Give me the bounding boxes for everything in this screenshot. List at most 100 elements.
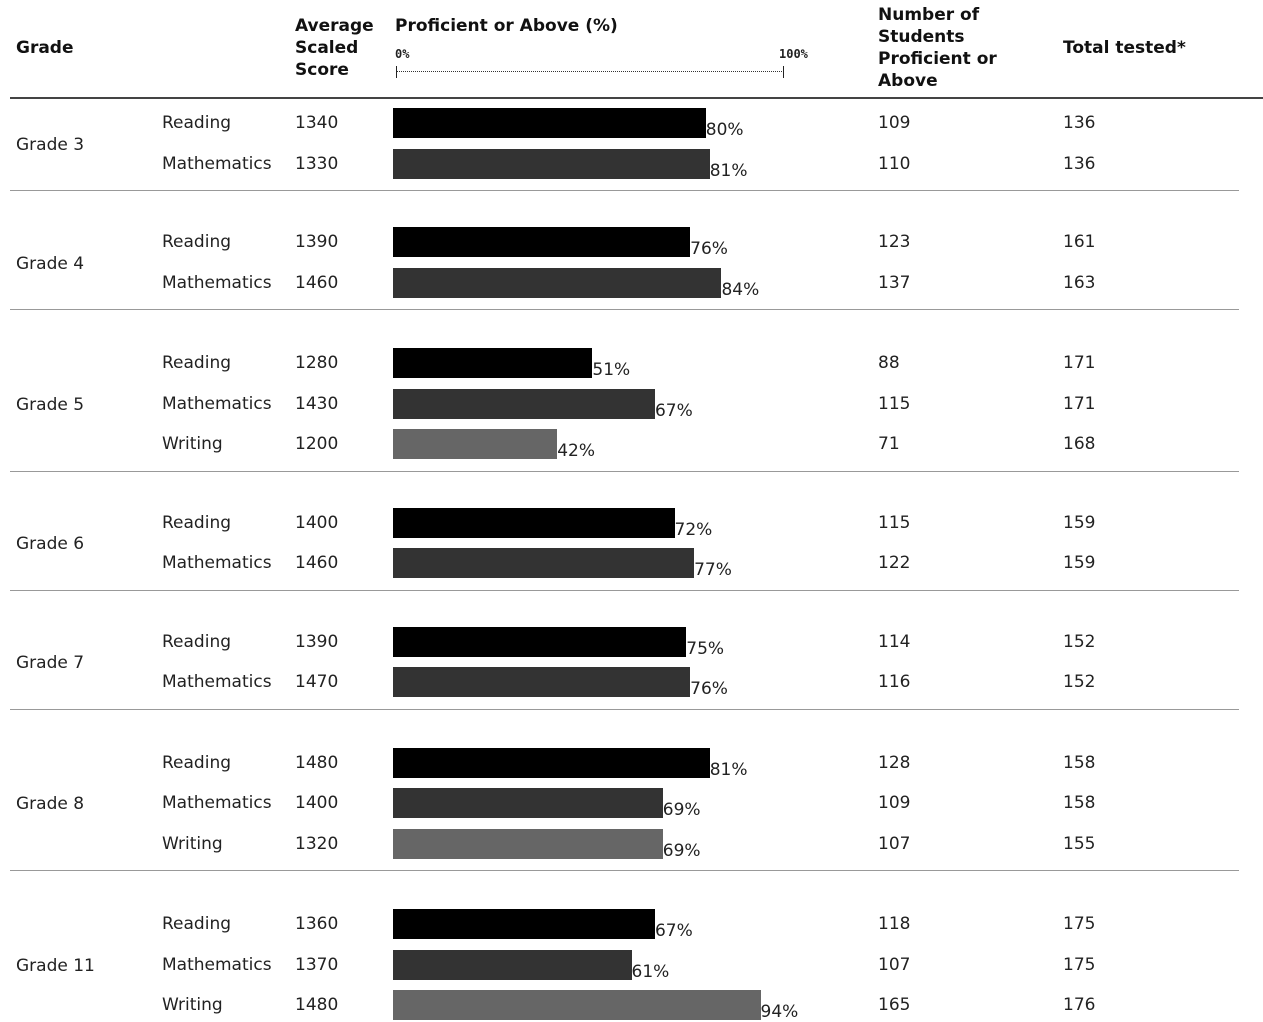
total-tested-cell: 159 [1063, 512, 1096, 533]
num-proficient-cell: 116 [878, 672, 911, 692]
subject-label: Writing [162, 995, 223, 1015]
proficient-pct-label: 94% [760, 1002, 799, 1022]
total-tested-cell: 136 [1063, 153, 1096, 174]
num-proficient-cell: 115 [878, 393, 911, 414]
subject-label: Reading [162, 631, 232, 652]
group-separator [10, 589, 1239, 591]
proficient-pct-label: 75% [686, 638, 725, 659]
grade-label: Grade 7 [16, 653, 85, 673]
num-proficient-cell: 165 [878, 995, 911, 1015]
avg-score-column-header: Average Scaled Score [295, 16, 374, 80]
group-separator [10, 708, 1239, 710]
proficient-bar [393, 626, 687, 657]
grade-label: Grade 11 [16, 955, 95, 976]
num-proficient-cell: 88 [878, 353, 900, 373]
proficient-bar [393, 348, 593, 378]
avg-score-cell: 1390 [295, 631, 339, 652]
scale-tick-max [783, 66, 784, 78]
group-separator [10, 309, 1239, 310]
proficient-pct-label: 61% [631, 961, 670, 982]
avg-score-cell: 1280 [295, 353, 339, 373]
grade-label: Grade 6 [16, 534, 85, 554]
subject-label: Reading [162, 914, 232, 934]
proficient-bar [393, 667, 691, 697]
subject-label: Reading [162, 232, 232, 252]
subject-label: Mathematics [162, 793, 272, 813]
proficient-bar [393, 388, 655, 419]
subject-label: Writing [162, 833, 223, 854]
proficient-pct-label: 51% [592, 360, 631, 380]
num-proficient-cell: 114 [878, 631, 911, 652]
proficient-bar [393, 429, 558, 459]
scale-min-label: 0% [395, 47, 410, 61]
proficient-pct-label: 69% [662, 800, 701, 820]
proficient-bar [393, 507, 675, 538]
scale-tick-min [396, 66, 397, 78]
proficient-pct-label: 77% [694, 560, 732, 580]
total-tested-cell: 176 [1063, 995, 1096, 1015]
proficient-pct-label: 81% [709, 160, 748, 181]
avg-score-cell: 1400 [295, 512, 339, 533]
proficient-bar [393, 148, 710, 179]
subject-label: Writing [162, 434, 223, 454]
subject-label: Mathematics [162, 393, 272, 414]
proficient-pct-label: 69% [662, 840, 701, 861]
proficient-pct-label: 72% [674, 519, 713, 540]
num-proficient-cell: 109 [878, 113, 911, 133]
subject-label: Reading [162, 512, 232, 533]
proficient-pct-label: 67% [654, 400, 693, 421]
total-tested-cell: 159 [1063, 553, 1096, 573]
grade-label: Grade 3 [16, 134, 85, 155]
avg-score-cell: 1340 [295, 113, 339, 133]
total-tested-cell: 168 [1063, 434, 1096, 454]
avg-score-cell: 1460 [295, 553, 339, 573]
proficient-column-header: Proficient or Above (%) [395, 16, 618, 36]
header-rule [10, 97, 1263, 99]
num-proficient-cell: 109 [878, 793, 911, 813]
total-tested-cell: 171 [1063, 353, 1096, 373]
proficient-bar [393, 548, 695, 578]
avg-score-cell: 1480 [295, 752, 339, 773]
proficient-pct-label: 80% [705, 120, 744, 140]
total-tested-cell: 152 [1063, 672, 1096, 692]
avg-score-cell: 1370 [295, 954, 339, 975]
proficient-bar [393, 108, 706, 138]
subject-label: Mathematics [162, 672, 272, 692]
proficient-bar [393, 828, 663, 859]
num-proficient-cell: 110 [878, 153, 911, 174]
proficient-bar [393, 949, 632, 980]
proficient-bar [393, 267, 722, 298]
avg-score-cell: 1400 [295, 793, 339, 813]
proficient-pct-label: 67% [654, 921, 693, 941]
total-tested-cell: 175 [1063, 954, 1096, 975]
avg-score-cell: 1390 [295, 232, 339, 252]
avg-score-cell: 1360 [295, 914, 339, 934]
scale-max-label: 100% [779, 47, 808, 61]
num-proficient-cell: 115 [878, 512, 911, 533]
total-tested-cell: 171 [1063, 393, 1096, 414]
num-proficient-cell: 128 [878, 752, 911, 773]
num-proficient-cell: 71 [878, 434, 900, 454]
group-separator [10, 470, 1239, 472]
group-separator [10, 870, 1239, 871]
total-tested-cell: 155 [1063, 833, 1096, 854]
total-tested-cell: 161 [1063, 232, 1096, 252]
proficient-pct-label: 84% [721, 279, 760, 300]
avg-score-cell: 1460 [295, 272, 339, 293]
num-proficient-cell: 137 [878, 272, 911, 293]
total-tested-cell: 158 [1063, 752, 1096, 773]
proficient-bar [393, 909, 655, 939]
avg-score-cell: 1480 [295, 995, 339, 1015]
subject-label: Reading [162, 353, 232, 373]
total-tested-cell: 152 [1063, 631, 1096, 652]
num-proficient-cell: 118 [878, 914, 911, 934]
group-separator [10, 190, 1239, 191]
proficient-pct-label: 76% [690, 239, 728, 259]
subject-label: Mathematics [162, 153, 272, 174]
proficient-bar [393, 788, 663, 818]
total-tested-cell: 163 [1063, 272, 1096, 293]
num-proficient-cell: 107 [878, 833, 911, 854]
scale-axis-line [396, 71, 784, 72]
grade-label: Grade 8 [16, 794, 85, 815]
avg-score-cell: 1430 [295, 393, 339, 414]
